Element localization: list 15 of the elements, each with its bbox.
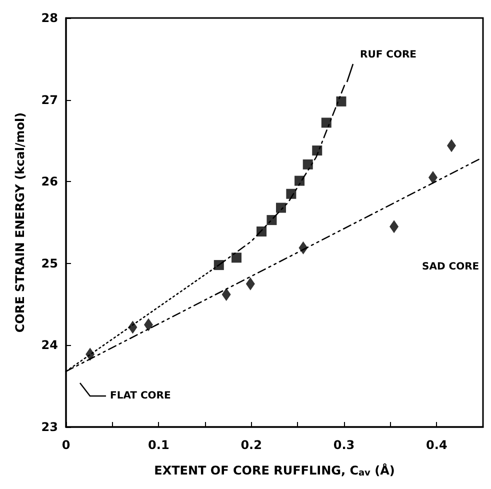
y-tick-label: 27 (41, 92, 58, 107)
x-tick-label: 0.3 (333, 438, 355, 452)
x-tick-label: 0.1 (148, 438, 170, 452)
x-tick-label: 0.4 (426, 438, 448, 452)
annotation: FLAT CORE (110, 390, 172, 402)
y-tick-label: 23 (41, 420, 58, 434)
x-tick-label: 0.2 (240, 438, 262, 452)
y-tick-label: 24 (41, 338, 58, 352)
x-tick-label: 0 (62, 438, 70, 452)
y-tick-label: 25 (41, 256, 58, 270)
annotation: SAD CORE (422, 262, 480, 272)
annotation: RUF CORE (360, 50, 417, 60)
y-axis-title: CORE STRAIN ENERGY (kcal/mol) (13, 112, 27, 333)
y-tick-label: 26 (41, 174, 58, 189)
y-tick-label: 28 (41, 11, 58, 25)
